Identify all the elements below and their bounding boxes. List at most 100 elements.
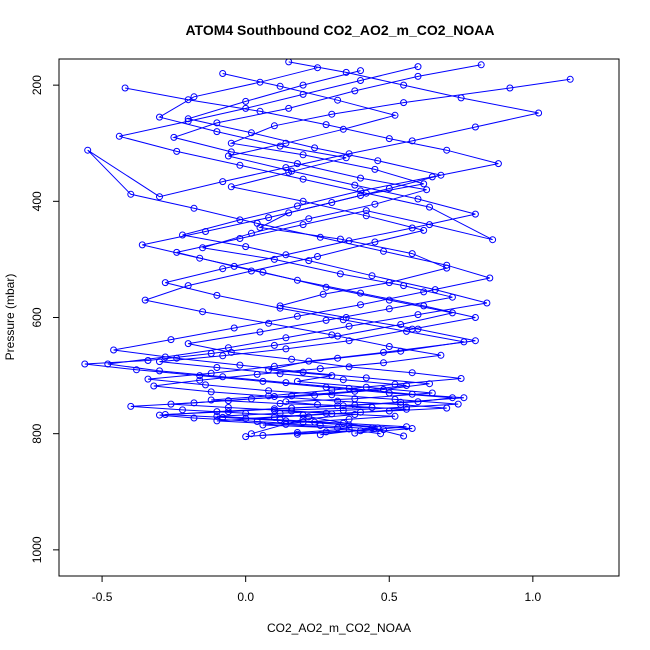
series-line	[119, 66, 493, 435]
data-point	[224, 408, 232, 416]
profile-series-2	[170, 61, 485, 439]
data-point	[285, 209, 293, 217]
data-point	[299, 81, 307, 89]
data-point	[351, 429, 359, 437]
data-point	[259, 377, 267, 385]
data-point	[408, 250, 416, 258]
data-point	[299, 415, 307, 423]
data-point	[190, 93, 198, 101]
data-point	[322, 428, 330, 436]
data-point	[282, 139, 290, 147]
data-point	[282, 251, 290, 259]
data-point	[161, 411, 169, 418]
data-point	[224, 397, 232, 405]
data-point	[224, 344, 232, 352]
data-point	[362, 212, 370, 220]
data-point	[426, 203, 433, 211]
data-point	[400, 81, 408, 89]
data-point	[322, 316, 330, 324]
profile-series-3	[141, 64, 451, 441]
data-point	[408, 369, 416, 377]
data-point	[368, 272, 376, 280]
data-point	[374, 157, 382, 165]
data-point	[276, 416, 284, 424]
data-point	[400, 432, 408, 440]
data-point	[115, 132, 123, 140]
data-point	[345, 363, 353, 371]
data-point	[213, 291, 221, 299]
data-point	[336, 270, 344, 278]
plot-area	[81, 59, 574, 441]
data-point	[207, 388, 215, 396]
data-point	[247, 430, 255, 438]
data-point	[385, 343, 393, 350]
data-point	[351, 181, 359, 189]
data-point	[339, 125, 347, 133]
data-point	[316, 422, 324, 429]
data-point	[391, 412, 399, 420]
data-point	[460, 338, 468, 346]
data-point	[420, 226, 428, 234]
series-line	[84, 70, 453, 434]
data-point	[385, 135, 393, 143]
data-point	[293, 276, 301, 284]
data-point	[454, 400, 462, 408]
data-point	[408, 137, 416, 145]
data-point	[328, 199, 336, 206]
y-axis: 200 400 600 800 1000	[30, 75, 60, 563]
data-point	[276, 302, 284, 310]
data-point	[179, 406, 186, 414]
data-point	[184, 340, 192, 348]
data-point	[270, 255, 278, 263]
data-point	[167, 336, 175, 344]
data-point	[265, 387, 273, 395]
data-point	[371, 200, 379, 208]
data-point	[293, 430, 301, 438]
data-point	[242, 433, 250, 441]
data-point	[219, 178, 227, 186]
data-point	[207, 369, 215, 377]
data-point	[167, 400, 175, 408]
data-point	[397, 347, 405, 355]
data-point	[202, 381, 209, 389]
data-point	[81, 360, 89, 368]
data-point	[471, 314, 479, 321]
data-point	[213, 119, 221, 127]
data-point	[288, 167, 296, 175]
data-point	[150, 382, 158, 390]
data-point	[339, 316, 347, 324]
data-point	[236, 235, 244, 242]
data-point	[351, 87, 359, 95]
data-point	[288, 355, 296, 363]
data-point	[156, 367, 163, 375]
data-point	[282, 345, 290, 353]
data-point	[334, 397, 342, 405]
data-point	[403, 403, 410, 411]
data-point	[121, 84, 129, 92]
data-point	[420, 180, 428, 188]
x-axis: -0.5 0.0 0.5 1.0	[92, 575, 542, 604]
data-point	[328, 110, 336, 118]
data-point	[486, 274, 494, 282]
data-point	[299, 90, 307, 98]
y-tick-label: 200	[30, 75, 44, 95]
data-point	[293, 160, 301, 168]
data-point	[322, 383, 330, 391]
data-point	[144, 357, 152, 364]
data-point	[471, 123, 479, 131]
series-line	[229, 78, 571, 435]
data-point	[199, 308, 207, 316]
x-tick-label: 0.0	[237, 590, 254, 604]
data-point	[156, 358, 163, 366]
data-point	[328, 391, 336, 399]
data-point	[457, 94, 465, 102]
data-point	[311, 391, 319, 399]
data-point	[156, 113, 163, 121]
data-point	[242, 243, 250, 251]
data-point	[293, 312, 301, 320]
data-point	[196, 254, 204, 262]
data-point	[334, 332, 342, 340]
data-point	[219, 352, 227, 360]
data-point	[141, 296, 149, 304]
